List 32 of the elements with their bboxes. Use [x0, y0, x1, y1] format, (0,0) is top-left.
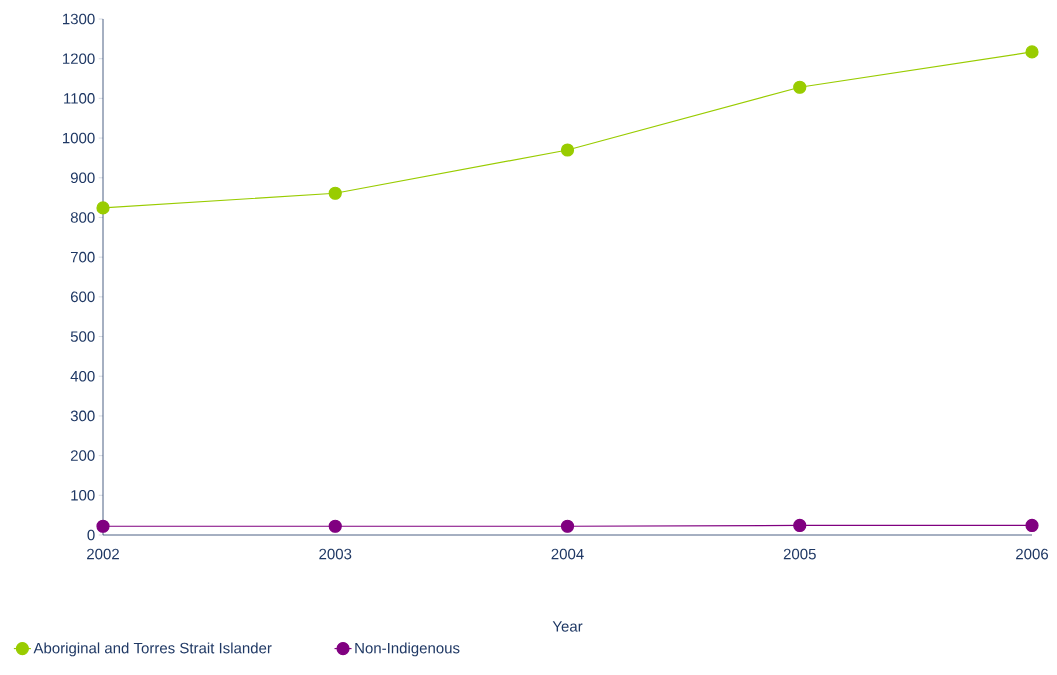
y-tick-label: 1200 — [63, 53, 95, 64]
point — [560, 519, 575, 533]
point — [560, 143, 575, 157]
x-tick-label: 2005 — [783, 548, 816, 560]
y-tick-label: 700 — [70, 251, 95, 263]
point — [96, 201, 110, 215]
point — [96, 519, 110, 533]
point — [328, 519, 342, 533]
y-tick-label: 1100 — [64, 93, 95, 104]
y-tick-label: 1300 — [63, 13, 95, 25]
x-tick-label: 2004 — [551, 548, 584, 560]
x-tick-label: 2003 — [319, 548, 352, 560]
y-tick-label: 600 — [70, 291, 95, 303]
y-tick-label: 0 — [87, 529, 95, 541]
y-tick-label: 900 — [70, 172, 95, 184]
legend-label: Aboriginal and Torres Strait Islander — [33, 642, 272, 657]
point — [1025, 45, 1039, 59]
y-tick-label: 100 — [71, 490, 95, 501]
point — [793, 80, 807, 94]
x-tick-label: 2006 — [1016, 548, 1049, 560]
y-tick-label: 800 — [70, 212, 95, 223]
y-tick-label: 400 — [70, 370, 95, 382]
y-tick-label: 1000 — [63, 132, 95, 144]
y-tick-label: 300 — [70, 410, 95, 422]
point — [328, 186, 342, 200]
y-tick-label: 200 — [70, 450, 95, 461]
point — [1025, 518, 1039, 533]
point — [793, 518, 807, 533]
legend-label: Non-Indigenous — [355, 642, 460, 657]
x-axis-title: Year — [552, 621, 583, 632]
x-tick-label: 2002 — [87, 548, 119, 560]
y-tick-label: 500 — [70, 331, 95, 342]
